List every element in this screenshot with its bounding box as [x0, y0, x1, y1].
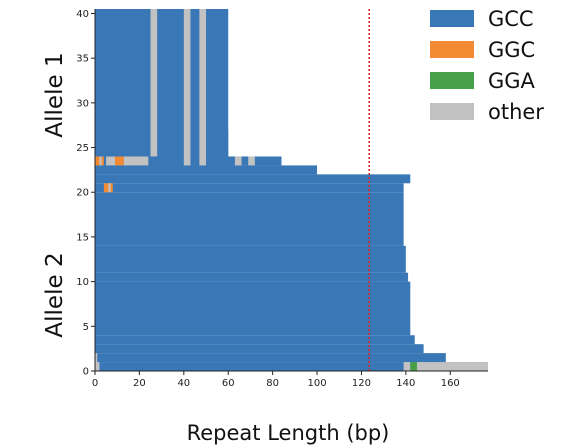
read-segment-other: [234, 156, 242, 166]
y-tick-label: 10: [76, 277, 89, 288]
x-tick-label: 20: [133, 378, 146, 389]
x-axis-ticks: 0 20 40 60 80 100 120 140 160: [92, 371, 460, 389]
read-bar: [95, 344, 424, 354]
x-tick-label: 0: [92, 378, 98, 389]
x-tick-label: 120: [352, 378, 371, 389]
y-tick-label: 0: [83, 367, 89, 378]
read-bars-layer: [95, 9, 488, 371]
read-bar: [95, 192, 404, 246]
y-tick-label: 35: [76, 54, 89, 65]
legend-label-gga: GGA: [488, 69, 536, 93]
read-segment-ggc: [114, 156, 124, 166]
x-tick-label: 40: [177, 378, 190, 389]
legend-swatch-gcc: [430, 10, 474, 27]
read-bar: [95, 183, 404, 193]
legend-swatch-ggc: [430, 41, 474, 58]
read-segment-gga: [410, 362, 417, 371]
x-tick-label: 100: [307, 378, 326, 389]
read-segment-ggc: [95, 156, 104, 166]
read-segment-other: [199, 156, 207, 166]
legend-label-other: other: [488, 100, 544, 124]
read-bar: [95, 272, 409, 282]
x-tick-label: 160: [441, 378, 460, 389]
legend: GCC GGC GGA other: [430, 7, 544, 124]
read-segment-other: [403, 362, 411, 371]
y-tick-label: 15: [76, 232, 89, 243]
read-bar: [95, 174, 411, 184]
x-axis-title: Repeat Length (bp): [187, 421, 390, 445]
read-bar: [95, 281, 411, 336]
legend-swatch-gga: [430, 72, 474, 89]
read-bar: [95, 362, 488, 371]
y-tick-label: 5: [83, 322, 89, 333]
y-axis-ticks: 0 5 10 15 20 25 30 35 40: [76, 9, 95, 378]
axes-layer: 0 20 40 60 80 100 120 140 160 0 5 10 15 20 25 30 35 40: [76, 9, 488, 389]
y-tick-label: 40: [76, 9, 89, 20]
x-tick-label: 140: [396, 378, 415, 389]
legend-label-ggc: GGC: [488, 38, 535, 62]
read-segment-other: [123, 156, 149, 166]
read-bar: [95, 335, 415, 345]
read-segment-other: [416, 362, 488, 371]
read-segment-other: [150, 9, 158, 157]
read-segments-layer: [95, 9, 488, 371]
read-bar: [95, 353, 446, 363]
read-segment-other: [95, 362, 100, 371]
y-tick-label: 30: [76, 98, 89, 109]
read-segment-other: [199, 9, 207, 157]
read-segment-other: [108, 183, 111, 193]
y-tick-label: 20: [76, 188, 89, 199]
x-tick-label: 60: [222, 378, 235, 389]
read-bar: [95, 129, 229, 157]
x-tick-label: 80: [266, 378, 279, 389]
allele-2-label: Allele 2: [42, 252, 68, 337]
read-bar: [95, 245, 406, 273]
read-segment-other: [99, 156, 102, 166]
legend-swatch-other: [430, 103, 474, 120]
read-segment-other: [248, 156, 255, 166]
read-segment-other: [183, 156, 191, 166]
read-segment-other: [106, 156, 115, 166]
read-bar: [95, 165, 318, 175]
y-tick-label: 25: [76, 143, 89, 154]
read-segment-other: [95, 353, 98, 363]
read-segment-other: [183, 9, 191, 157]
legend-label-gcc: GCC: [488, 7, 534, 31]
allele-1-label: Allele 1: [42, 52, 68, 137]
